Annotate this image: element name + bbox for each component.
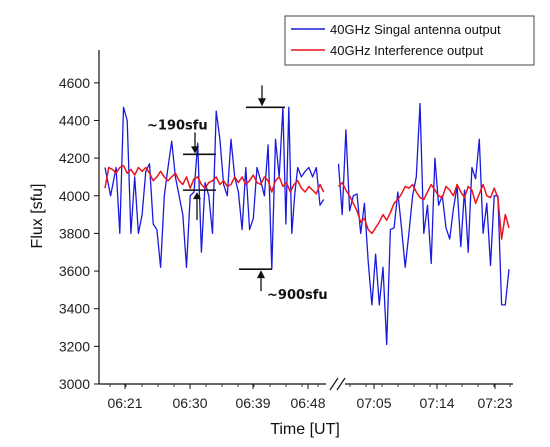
annotation-arrowhead	[257, 270, 265, 279]
x-tick-label: 07:14	[419, 395, 454, 411]
annotations: ~190sfu ~900sfu	[147, 85, 328, 303]
annotation-arrowhead	[193, 192, 201, 200]
y-tick-label: 3000	[59, 376, 90, 392]
x-tick-label: 06:48	[290, 395, 325, 411]
signal-series-line	[337, 102, 510, 346]
interference-series-line	[104, 164, 325, 195]
annotation-arrowhead	[258, 98, 266, 107]
y-tick-label: 4400	[59, 112, 90, 128]
axis-break-mark	[329, 377, 339, 391]
x-tick-label: 06:39	[235, 395, 270, 411]
y-tick-label: 4000	[59, 188, 90, 204]
annotation-label: ~900sfu	[267, 288, 328, 303]
x-tick-label: 07:23	[477, 395, 512, 411]
y-tick-label: 3400	[59, 301, 90, 317]
legend-label-signal: 40GHz Singal antenna output	[330, 22, 501, 37]
annotation-label: ~190sfu	[147, 118, 208, 133]
y-tick-label: 4600	[59, 75, 90, 91]
signal-series-line	[104, 106, 325, 270]
axis-break-mark	[336, 377, 346, 391]
y-tick-label: 3600	[59, 263, 90, 279]
x-tick-label: 06:21	[107, 395, 142, 411]
y-tick-label: 3800	[59, 225, 90, 241]
y-tick-label: 3200	[59, 338, 90, 354]
legend-box	[284, 15, 535, 66]
legend: 40GHz Singal antenna output 40GHz Interf…	[284, 15, 535, 66]
annotation-arrowhead	[191, 146, 199, 154]
axes: 3000 3200 3400 3600 3800 4000 4200 4400 4600 06:2…	[59, 50, 513, 411]
interference-series-line	[337, 181, 510, 240]
series-layer	[104, 102, 510, 346]
y-tick-label: 4200	[59, 150, 90, 166]
x-axis-title: Time [UT]	[270, 421, 340, 438]
x-tick-label: 07:05	[356, 395, 391, 411]
x-tick-label: 06:30	[172, 395, 207, 411]
y-axis-title: Flux [sfu]	[29, 184, 46, 249]
legend-label-interference: 40GHz Interference output	[330, 43, 484, 58]
